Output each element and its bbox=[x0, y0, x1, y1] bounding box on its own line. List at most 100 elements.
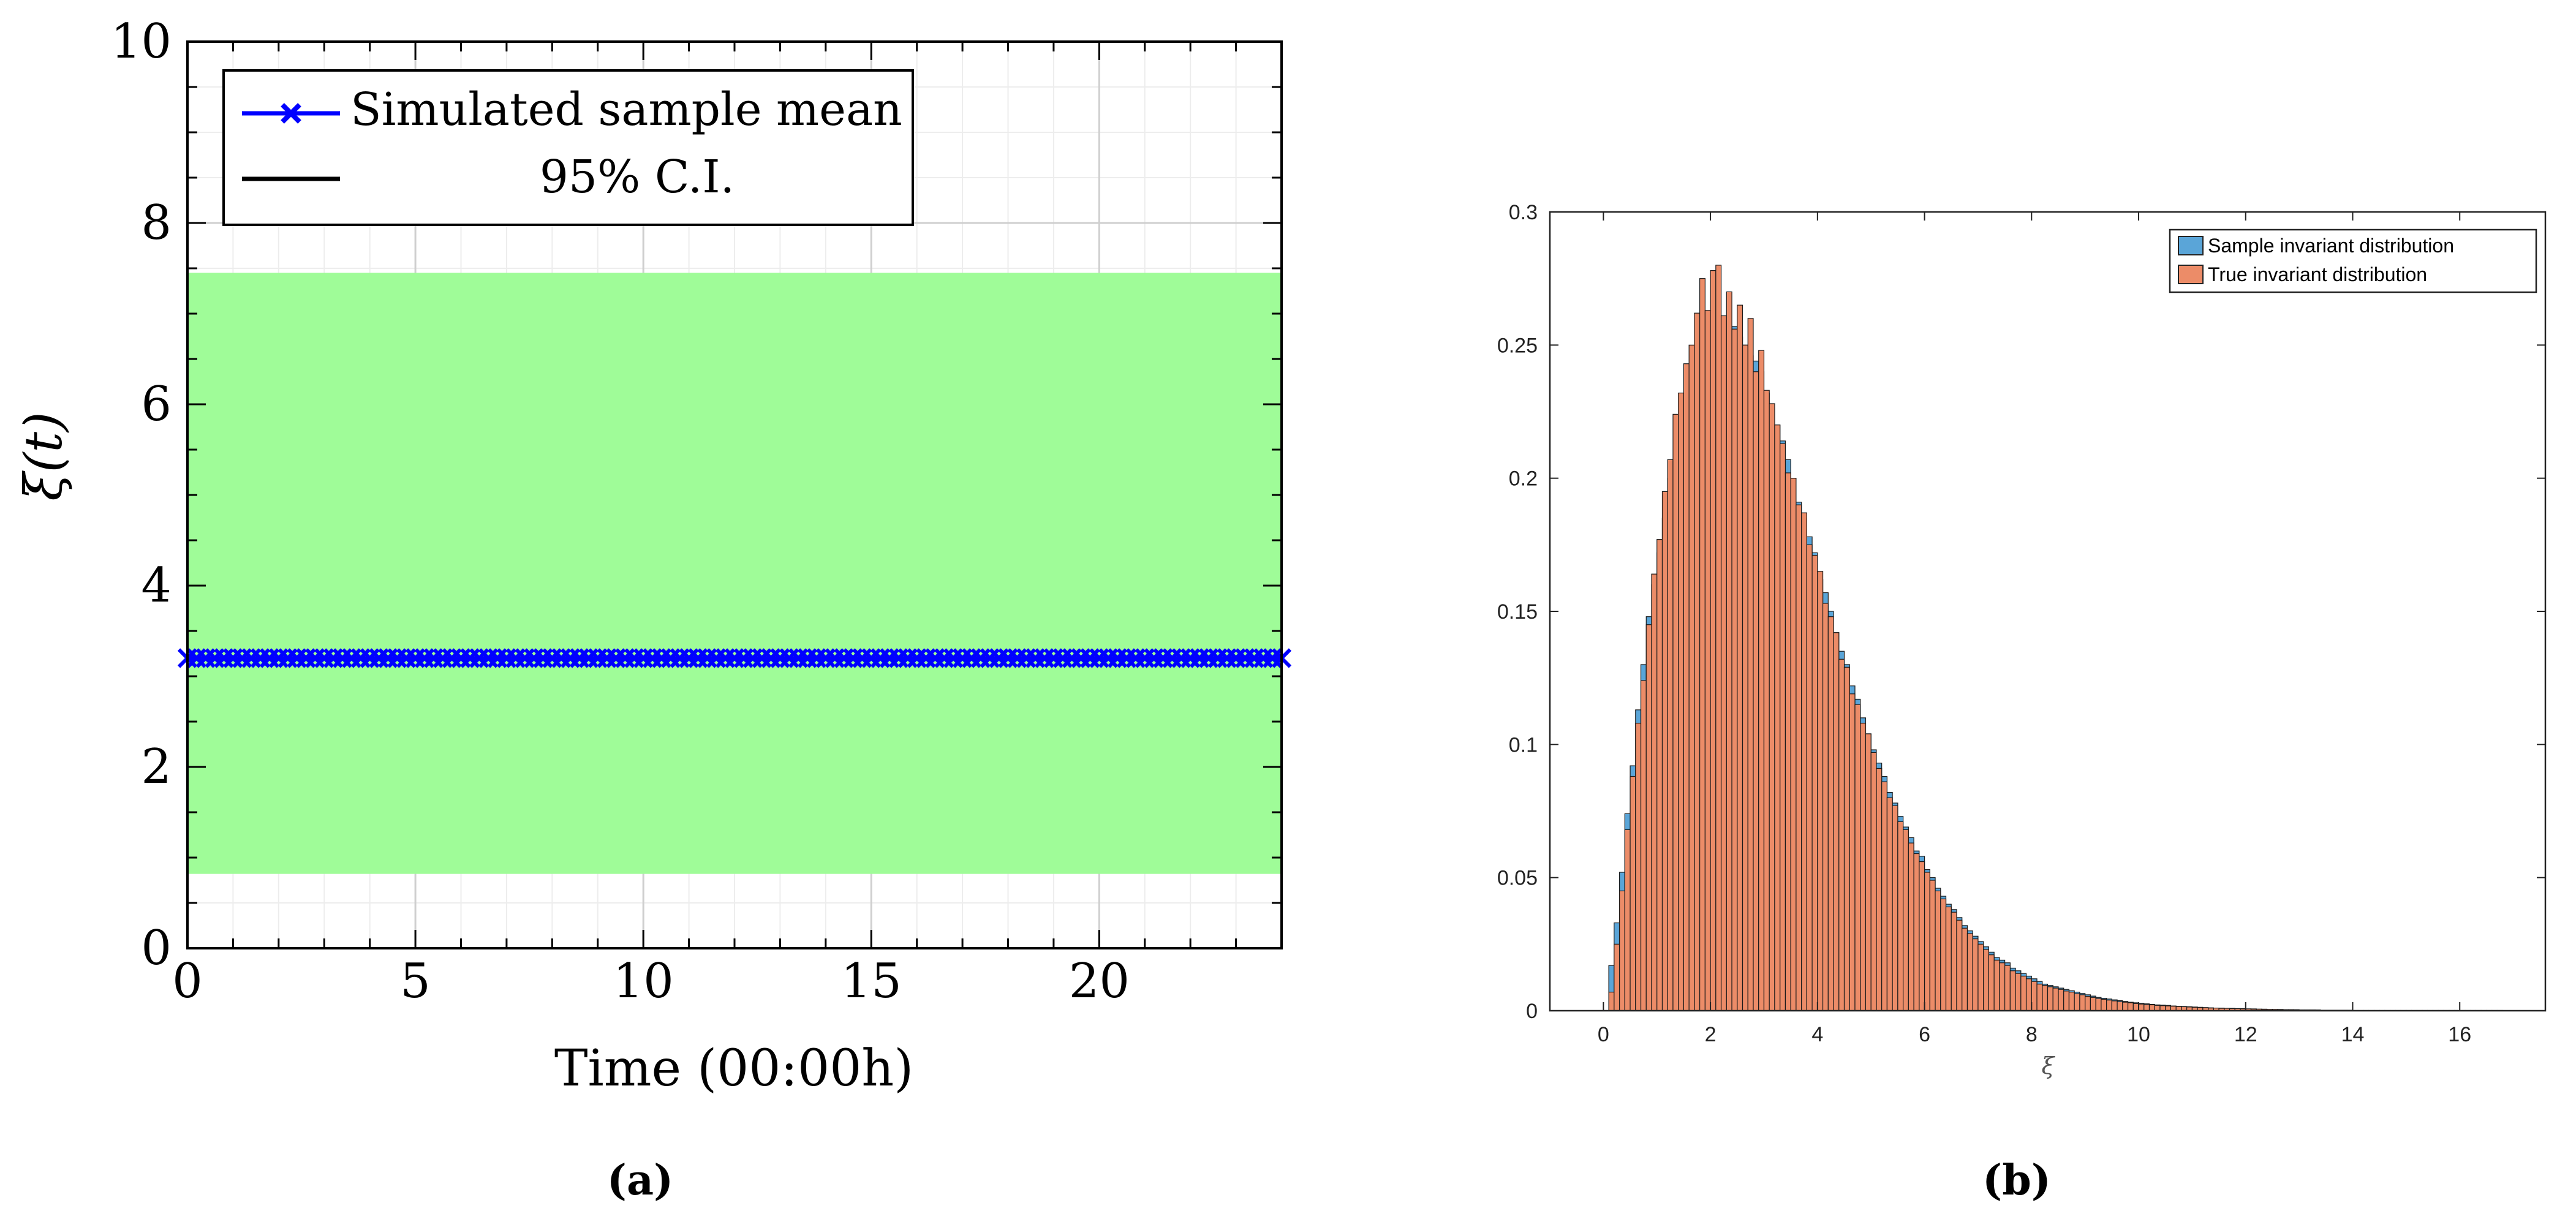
histogram-bar bbox=[1876, 768, 1883, 1011]
legend-label-mean: Simulated sample mean bbox=[350, 83, 902, 136]
histogram-bar bbox=[1983, 949, 1989, 1011]
panel-a-axes-frame bbox=[186, 40, 1283, 949]
histogram-bar bbox=[1962, 927, 1968, 1011]
histogram-bar bbox=[2122, 1002, 2129, 1011]
histogram-bar bbox=[1635, 722, 1642, 1011]
histogram-bar bbox=[1661, 491, 1668, 1011]
histogram-bar bbox=[1886, 797, 1893, 1011]
histogram-bar bbox=[1678, 392, 1685, 1011]
histogram-bar bbox=[1838, 659, 1845, 1011]
histogram-bar bbox=[1940, 898, 1947, 1011]
histogram-bar bbox=[1758, 350, 1765, 1011]
y-tick-label: 0.3 bbox=[1509, 201, 1538, 224]
histogram-bar bbox=[2015, 973, 2022, 1011]
panel-b-legend: Sample invariant distribution True invar… bbox=[2169, 228, 2537, 293]
histogram-bar bbox=[1645, 624, 1652, 1011]
histogram-bar bbox=[1780, 443, 1786, 1011]
histogram-bar bbox=[1790, 478, 1797, 1011]
histogram-bar bbox=[1811, 555, 1818, 1011]
y-tick-label: 0.15 bbox=[1497, 600, 1538, 624]
histogram-bar bbox=[2063, 991, 2070, 1011]
x-tick-label: 20 bbox=[1069, 954, 1130, 1009]
histogram-bar bbox=[2101, 998, 2107, 1011]
x-tick-label: 15 bbox=[841, 954, 902, 1009]
histogram-bar bbox=[1929, 880, 1936, 1011]
histogram-bar bbox=[1897, 821, 1904, 1011]
histogram-bar bbox=[1903, 829, 1909, 1011]
histogram-bar bbox=[1704, 310, 1711, 1011]
histogram-bar bbox=[2138, 1003, 2145, 1011]
panel-b-y-tick-labels: 0 0.05 0.1 0.15 0.2 0.25 0.3 bbox=[1497, 201, 1538, 1023]
panel-b-legend-box bbox=[2169, 228, 2537, 293]
histogram-bar bbox=[1753, 371, 1759, 1011]
histogram-bar bbox=[1715, 265, 1722, 1011]
panel-b-x-axis-label: ξ bbox=[2042, 1052, 2056, 1079]
histogram-bar bbox=[2085, 995, 2091, 1011]
y-tick-label: 0.25 bbox=[1497, 334, 1538, 357]
histogram-bar bbox=[2068, 991, 2075, 1011]
histogram-bar bbox=[1806, 544, 1813, 1011]
histogram-bar bbox=[1801, 512, 1807, 1011]
histogram-bar bbox=[1688, 344, 1695, 1011]
histogram-bar bbox=[2148, 1004, 2155, 1011]
histogram-bar bbox=[2154, 1005, 2161, 1011]
histogram-bar bbox=[1865, 733, 1872, 1011]
y-tick-label: 10 bbox=[111, 14, 172, 69]
histogram-bar bbox=[1731, 328, 1738, 1011]
histogram-bar bbox=[1822, 603, 1829, 1011]
histogram-bar bbox=[1935, 890, 1941, 1011]
histogram-bar bbox=[2132, 1003, 2139, 1011]
histogram-bar bbox=[2052, 987, 2059, 1011]
histogram-bar bbox=[1908, 842, 1914, 1011]
histogram-bar bbox=[1827, 616, 1834, 1011]
x-tick-label: 0 bbox=[172, 954, 203, 1009]
histogram-bar bbox=[1624, 829, 1631, 1011]
y-tick-label: 0.2 bbox=[1509, 467, 1538, 491]
x-tick-label: 4 bbox=[1811, 1023, 1823, 1046]
histogram-bar bbox=[1870, 752, 1877, 1011]
histogram-bar bbox=[2095, 998, 2102, 1011]
panel-a-ci-band bbox=[187, 273, 1282, 874]
histogram-bar bbox=[1988, 954, 1995, 1011]
histogram-bar bbox=[1672, 413, 1679, 1011]
legend-label-sample: Sample invariant distribution bbox=[2208, 235, 2454, 257]
panel-b-label: (b) bbox=[1982, 1156, 2051, 1205]
histogram-bar bbox=[1608, 991, 1615, 1011]
histogram-bar bbox=[1667, 459, 1674, 1011]
y-tick-label: 2 bbox=[141, 739, 172, 794]
histogram-bar bbox=[1785, 472, 1791, 1011]
x-tick-label: 10 bbox=[613, 954, 674, 1009]
y-tick-label: 4 bbox=[141, 558, 172, 613]
histogram-bar bbox=[1694, 312, 1701, 1011]
x-tick-label: 16 bbox=[2448, 1023, 2471, 1046]
histogram-bar bbox=[1860, 722, 1867, 1011]
histogram-bar bbox=[1774, 425, 1781, 1011]
x-tick-label: 14 bbox=[2341, 1023, 2365, 1046]
y-tick-label: 0 bbox=[141, 921, 172, 976]
y-tick-label: 6 bbox=[141, 377, 172, 432]
y-tick-label: 0.1 bbox=[1509, 733, 1538, 757]
histogram-bar bbox=[1651, 573, 1658, 1011]
histogram-bar bbox=[1656, 539, 1663, 1011]
histogram-bar bbox=[1993, 959, 2000, 1011]
y-tick-label: 8 bbox=[141, 195, 172, 251]
x-tick-label: 10 bbox=[2127, 1023, 2150, 1046]
histogram-bar bbox=[2047, 986, 2053, 1011]
histogram-bar bbox=[1945, 906, 1952, 1011]
x-tick-label: 12 bbox=[2234, 1023, 2257, 1046]
legend-true-swatch bbox=[2178, 265, 2204, 284]
panel-b-histogram: 0 0.05 0.1 0.15 0.2 0.25 0.3 0 2 4 6 8 10 12 14 16 Sam… bbox=[1497, 201, 2547, 1205]
histogram-bar bbox=[1640, 680, 1647, 1011]
histogram-bar bbox=[1924, 872, 1930, 1011]
histogram-bar bbox=[1720, 315, 1727, 1011]
histogram-bar bbox=[1630, 776, 1636, 1011]
panel-a-line-chart: 0 2 4 6 8 10 0 5 10 15 20 Simulated sample mean 9… bbox=[13, 14, 1292, 1205]
histogram-bar bbox=[1843, 666, 1850, 1011]
histogram-bar bbox=[1763, 390, 1770, 1011]
panel-a-legend-box bbox=[222, 69, 914, 226]
histogram-bar bbox=[2004, 965, 2011, 1011]
panel-a-x-axis-label: Time (00:00h) bbox=[554, 1040, 913, 1098]
histogram-bar bbox=[2025, 978, 2032, 1011]
histogram-bar bbox=[1769, 403, 1775, 1011]
